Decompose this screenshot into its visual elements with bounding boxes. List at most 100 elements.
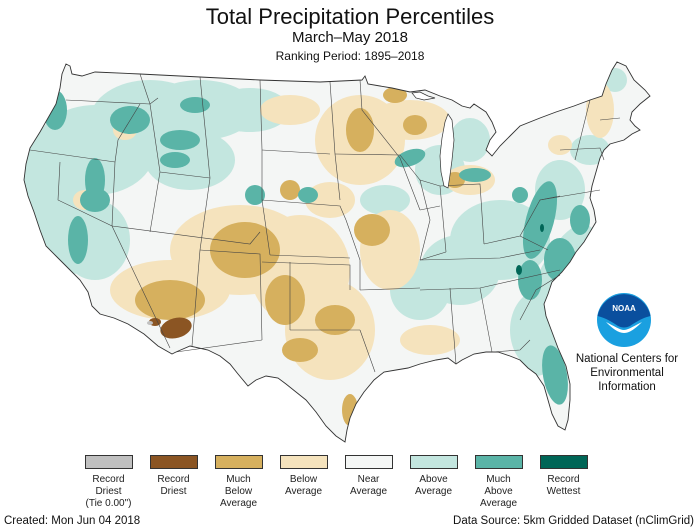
region-much-below [210,222,280,278]
state-boundary [439,183,485,245]
legend-label-line: Above [419,474,448,485]
legend-label-line: Much [486,474,511,485]
state-boundary [399,154,431,261]
legend-item: Record Driest [141,455,206,498]
state-boundary [199,249,263,341]
region-record-wettest [516,265,522,275]
created-date: Created: Mon Jun 04 2018 [4,515,141,527]
state-boundaries [29,73,621,373]
ncei-label: National Centers for Environmental Infor… [572,352,682,394]
legend-item: Record Driest (Tie 0.00") [76,455,141,510]
map-title: Total Precipitation Percentiles [205,4,495,29]
legend-swatch [409,455,458,469]
state-boundary [199,76,211,179]
state-boundary [483,195,561,245]
legend-swatch [149,455,198,469]
precipitation-map [23,61,651,443]
legend-label-line: Record [157,474,190,485]
region-much-above [459,168,491,182]
legend-label-line: Above [484,486,513,497]
map-fill-layer [24,62,650,442]
legend-item: Above Average [401,455,466,498]
legend-label: Below Average [271,474,336,498]
state-boundary [419,249,541,261]
legend-item: Near Average [336,455,401,498]
legend-label-line: Near [357,474,380,485]
legend-swatch [474,455,523,469]
region-much-above [542,345,568,405]
legend-swatch [344,455,393,469]
state-boundary [345,219,361,290]
state-boundary [269,254,351,259]
state-boundary [519,235,549,251]
legend-label-line: Below [224,486,253,497]
region-above [360,185,410,215]
region-much-above [298,187,318,203]
legend-label-line: Record [92,474,125,485]
legend-label: Much Above Average [466,474,531,510]
region-much-above [512,187,528,203]
legend-swatch [214,455,263,469]
state-boundary [114,103,141,163]
region-much-above [522,181,558,259]
legend-label: Record Wettest [531,474,596,498]
ncei-line-1: National Centers for [575,353,679,365]
region-much-above [160,130,200,150]
legend-item: Much Above Average [466,455,531,510]
legend-label-line: Wettest [546,486,581,497]
legend-label: Above Average [401,474,466,498]
state-boundary [439,185,447,253]
state-boundary [259,79,271,256]
legend-label-line: Average [219,498,258,509]
legend-label-line: Average [349,486,388,497]
region-below [400,325,460,355]
state-boundary [191,249,201,347]
state-boundary [479,287,493,353]
state-boundary [574,119,586,161]
region-much-above [180,97,210,113]
state-boundary [359,79,421,211]
legend-label-line: Much [226,474,251,485]
state-boundary [149,171,161,233]
us-outline [23,61,651,443]
legend-swatch [539,455,588,469]
state-boundary [419,179,441,187]
map-subtitle: March–May 2018 [292,29,408,46]
state-boundary [261,261,351,290]
state-boundary [359,287,421,291]
percentile-regions [24,68,627,426]
region-much-above [160,152,190,168]
region-below [260,95,320,125]
region-much-below [354,214,390,246]
legend-swatch [84,455,133,469]
legend-item: Below Average [271,455,336,498]
region-record-driest [160,317,192,339]
legend-label-line: Average [284,486,323,497]
state-boundary [175,339,263,353]
legend-label: Near Average [336,474,401,498]
state-boundary [261,199,347,221]
state-boundary [111,161,116,227]
legend-label-line: Average [414,486,453,497]
region-above [450,118,490,162]
region-much-below [135,280,205,320]
ranking-period: Ranking Period: 1895–2018 [275,49,425,63]
legend-label: Much Below Average [206,474,271,510]
region-below [586,82,614,138]
region-above [24,130,46,190]
lake-superior [411,91,436,101]
legend-label: Record Driest (Tie 0.00") [76,474,141,510]
region-much-below [342,394,358,426]
region-much-below [282,338,318,362]
noaa-logo-icon: NOAA [597,293,651,347]
legend-item: Record Wettest [531,455,596,498]
legend-label: Record Driest [141,474,206,498]
region-much-above [394,148,426,168]
state-boundary [599,117,621,121]
state-boundary [559,147,605,161]
data-source: Data Source: 5km Gridded Dataset (nClimG… [453,515,694,527]
state-boundary [419,251,447,261]
state-boundary [139,73,151,105]
ncei-line-2: Environmental [590,367,664,379]
legend-label-line: (Tie 0.00") [85,498,132,509]
